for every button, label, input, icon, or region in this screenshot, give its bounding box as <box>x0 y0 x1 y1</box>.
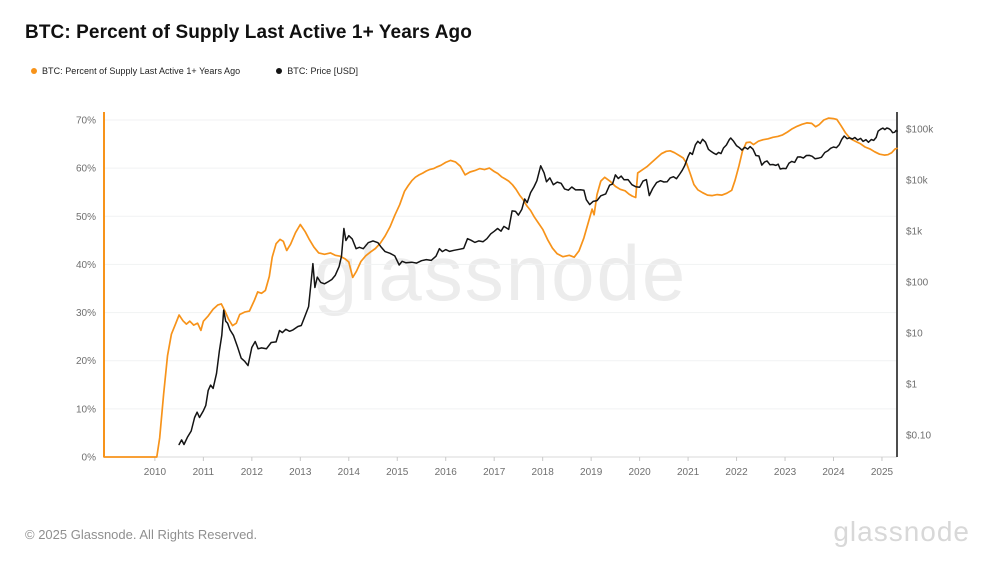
legend: BTC: Percent of Supply Last Active 1+ Ye… <box>31 66 358 76</box>
supply-series-dot-icon <box>31 68 37 74</box>
x-axis-label: 2021 <box>677 467 700 478</box>
glassnode-watermark: glassnode <box>313 229 688 317</box>
left-axis-label: 70% <box>76 116 96 127</box>
page-title: BTC: Percent of Supply Last Active 1+ Ye… <box>25 22 472 43</box>
right-axis-label: $10k <box>906 176 929 187</box>
left-axis-label: 0% <box>82 453 97 464</box>
x-axis-label: 2010 <box>144 467 167 478</box>
right-axis-label: $0.10 <box>906 431 931 442</box>
x-axis-label: 2023 <box>774 467 797 478</box>
right-axis-label: $10 <box>906 329 923 340</box>
legend-item-supply[interactable]: BTC: Percent of Supply Last Active 1+ Ye… <box>31 66 240 76</box>
right-axis-label: $1k <box>906 227 923 238</box>
price-series-line[interactable] <box>178 127 898 446</box>
x-axis-label: 2011 <box>193 467 215 478</box>
price-series-dot-icon <box>276 68 283 74</box>
glassnode-logo: glassnode <box>833 516 970 547</box>
x-axis-ticks <box>154 457 883 461</box>
gridlines <box>104 119 897 410</box>
x-axis-label: 2016 <box>435 467 458 478</box>
x-axis-label: 2024 <box>822 467 845 478</box>
x-axis-label: 2018 <box>532 467 555 478</box>
supply-series-line[interactable] <box>103 117 898 458</box>
left-axis-label: 30% <box>76 308 96 319</box>
right-axis-label: $100 <box>906 278 929 289</box>
left-axis-label: 20% <box>76 356 96 367</box>
x-axis-label: 2019 <box>580 467 603 478</box>
left-axis-label: 10% <box>76 404 96 415</box>
legend-label-supply: BTC: Percent of Supply Last Active 1+ Ye… <box>42 66 241 76</box>
x-axis-label: 2012 <box>241 467 264 478</box>
x-axis-label: 2014 <box>338 467 361 478</box>
right-axis-label: $1 <box>906 380 918 391</box>
left-axis-label: 40% <box>76 260 96 271</box>
right-axis-label: $100k <box>906 125 934 136</box>
copyright-text: © 2025 Glassnode. All Rights Reserved. <box>25 527 258 542</box>
legend-label-price: BTC: Price [USD] <box>287 66 359 76</box>
x-axis-label: 2025 <box>871 467 894 478</box>
x-axis-label: 2022 <box>725 467 748 478</box>
x-axis-label: 2020 <box>628 467 651 478</box>
x-axis-label: 2017 <box>483 467 506 478</box>
x-axis-label: 2013 <box>289 467 312 478</box>
legend-item-price[interactable]: BTC: Price [USD] <box>276 66 358 76</box>
x-axis-label: 2015 <box>386 467 409 478</box>
left-axis-label: 60% <box>76 164 96 175</box>
left-axis-label: 50% <box>76 212 96 223</box>
